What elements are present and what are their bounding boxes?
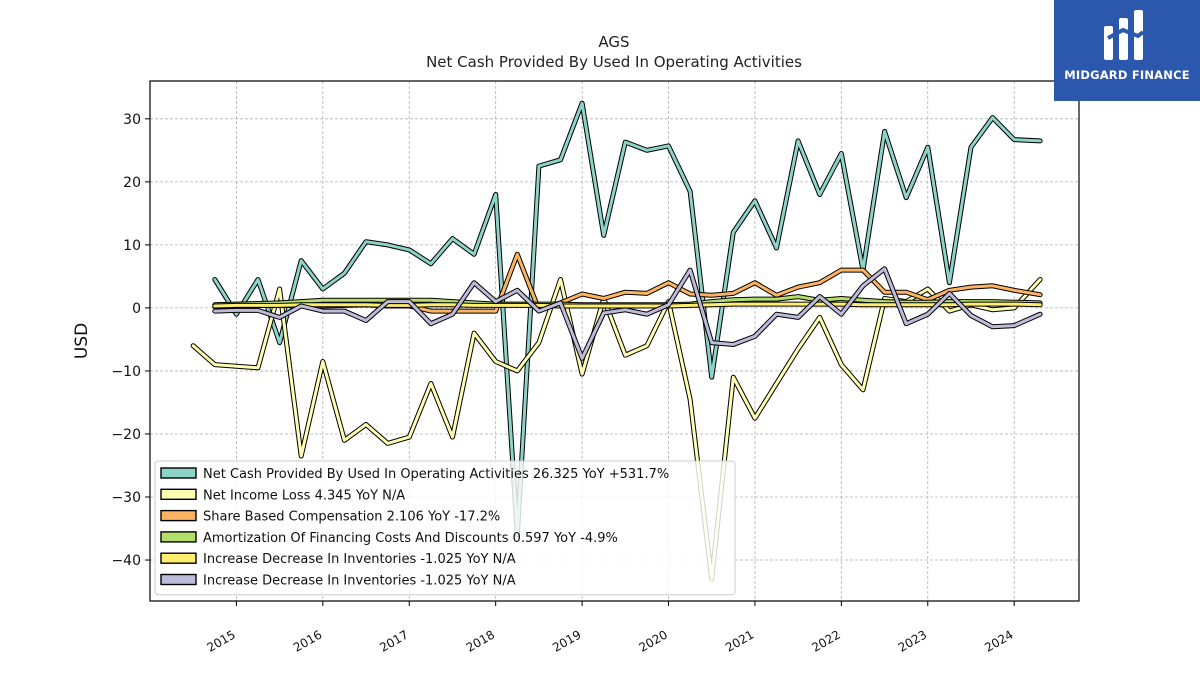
series-5 bbox=[212, 301, 1043, 309]
y-axis: 30 20 10 0 −10 −20 −30 −40 bbox=[111, 112, 150, 569]
legend-label: Increase Decrease In Inventories -1.025 … bbox=[203, 552, 516, 567]
y-tick-label: −30 bbox=[111, 490, 141, 506]
x-tick-label: 2022 bbox=[809, 627, 842, 654]
legend-label: Amortization Of Financing Costs And Disc… bbox=[203, 531, 618, 546]
legend-item: Net Cash Provided By Used In Operating A… bbox=[160, 467, 669, 482]
legend-item: Amortization Of Financing Costs And Disc… bbox=[160, 531, 618, 546]
x-tick-label: 2015 bbox=[204, 627, 237, 654]
x-tick-label: 2017 bbox=[377, 627, 410, 654]
series-group bbox=[190, 100, 1043, 582]
y-tick-label: −10 bbox=[111, 364, 141, 380]
logo-text: MIDGARD FINANCE bbox=[1064, 68, 1190, 82]
y-tick-label: 0 bbox=[132, 301, 141, 317]
x-tick-label: 2018 bbox=[464, 627, 497, 654]
x-tick-label: 2016 bbox=[291, 627, 324, 654]
y-tick-label: 30 bbox=[123, 112, 141, 128]
legend-label: Share Based Compensation 2.106 YoY -17.2… bbox=[203, 510, 500, 525]
series-1 bbox=[212, 100, 1043, 538]
x-tick-label: 2020 bbox=[637, 627, 670, 654]
series-line bbox=[213, 101, 1042, 537]
legend-swatch bbox=[160, 467, 197, 479]
y-axis-label: USD bbox=[72, 323, 92, 359]
x-tick-label: 2023 bbox=[896, 627, 929, 654]
legend-swatch bbox=[160, 573, 197, 586]
grid bbox=[150, 81, 1079, 601]
y-tick-label: −40 bbox=[111, 553, 141, 569]
y-tick-label: 20 bbox=[123, 175, 141, 191]
y-tick-label: 10 bbox=[123, 238, 141, 254]
plot-frame bbox=[149, 80, 1080, 602]
series-line bbox=[213, 267, 1042, 360]
brand-logo: MIDGARD FINANCE bbox=[1054, 0, 1200, 101]
logo-mark-icon bbox=[1104, 10, 1145, 60]
legend-swatch bbox=[160, 509, 197, 522]
x-tick-label: 2024 bbox=[982, 627, 1015, 654]
legend-item: Net Income Loss 4.345 YoY N/A bbox=[160, 488, 405, 503]
chart-subtitle: Net Cash Provided By Used In Operating A… bbox=[426, 53, 802, 71]
legend-label: Increase Decrease In Inventories -1.025 … bbox=[203, 574, 516, 589]
series-6 bbox=[212, 266, 1043, 361]
legend-item: Share Based Compensation 2.106 YoY -17.2… bbox=[160, 509, 500, 525]
x-tick-label: 2019 bbox=[550, 627, 583, 654]
legend: Net Cash Provided By Used In Operating A… bbox=[154, 460, 736, 596]
y-tick-label: −20 bbox=[111, 427, 141, 443]
chart-title: AGS bbox=[598, 33, 629, 51]
legend-label: Net Income Loss 4.345 YoY N/A bbox=[203, 488, 405, 503]
legend-swatch bbox=[160, 488, 197, 500]
legend-label: Net Cash Provided By Used In Operating A… bbox=[203, 467, 669, 482]
legend-swatch bbox=[160, 552, 197, 564]
x-tick-label: 2021 bbox=[723, 627, 756, 654]
legend-box bbox=[154, 460, 736, 596]
legend-item: Increase Decrease In Inventories -1.025 … bbox=[160, 552, 516, 567]
x-axis: 2015 2016 2017 2018 2019 2020 2021 2022 2023 2024 bbox=[204, 601, 1016, 655]
legend-swatch bbox=[160, 531, 197, 543]
series-line-outline bbox=[212, 266, 1043, 361]
legend-item: Increase Decrease In Inventories -1.025 … bbox=[160, 573, 516, 589]
